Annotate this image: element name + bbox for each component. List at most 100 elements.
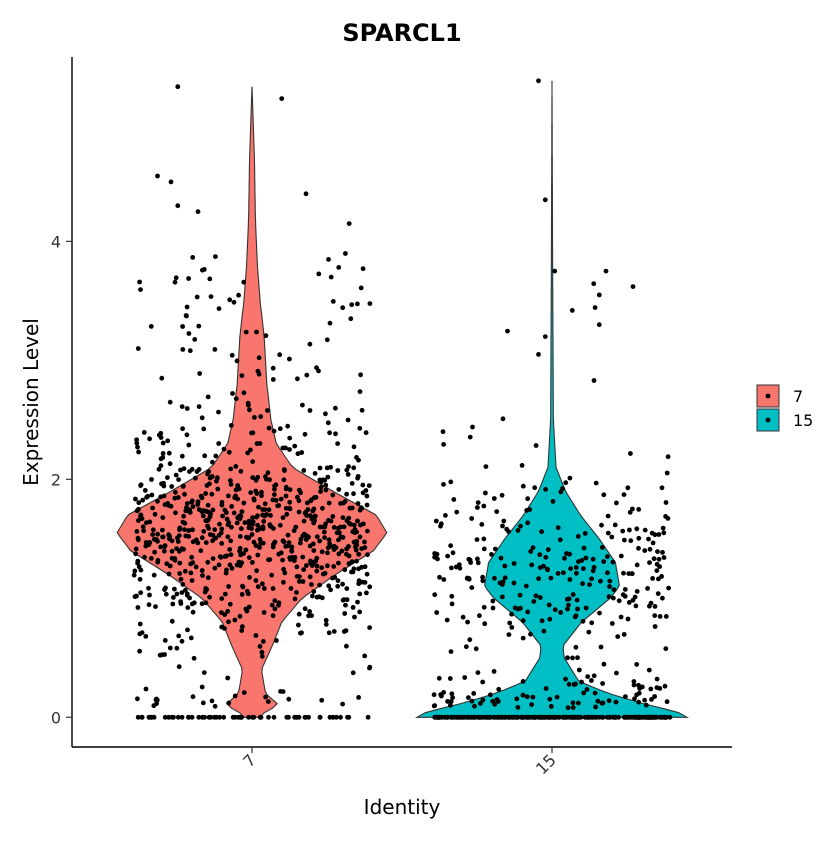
points-layer <box>131 78 673 720</box>
cell-point-15 <box>661 555 667 560</box>
cell-point-7 <box>314 534 320 540</box>
cell-point-7 <box>220 513 226 519</box>
cell-point-7 <box>142 554 147 560</box>
cell-point-15 <box>575 655 580 661</box>
cell-point-15 <box>552 607 558 613</box>
cell-point-15 <box>530 545 536 551</box>
cell-point-15 <box>656 532 662 537</box>
cell-point-7 <box>187 510 193 515</box>
cell-point-7 <box>256 371 262 377</box>
cell-point-7 <box>199 601 205 607</box>
cell-point-7 <box>189 578 195 583</box>
cell-point-7 <box>181 466 187 471</box>
cell-point-15 <box>607 714 613 720</box>
cell-point-15 <box>494 509 500 514</box>
cell-point-7 <box>190 527 195 533</box>
cell-point-7 <box>208 294 214 299</box>
cell-point-15 <box>436 675 442 681</box>
cell-point-7 <box>162 638 168 643</box>
cell-point-15 <box>605 530 611 536</box>
cell-point-7 <box>362 564 368 570</box>
cell-point-7 <box>167 645 173 651</box>
cell-point-7 <box>357 591 363 597</box>
cell-point-7 <box>324 465 330 471</box>
cell-point-7 <box>199 415 205 421</box>
cell-point-7 <box>277 426 283 432</box>
cell-point-7 <box>355 301 360 307</box>
cell-point-7 <box>314 365 319 371</box>
cell-point-7 <box>254 329 259 335</box>
cell-point-15 <box>558 610 563 615</box>
cell-point-7 <box>231 299 237 305</box>
cell-point-7 <box>226 619 231 625</box>
cell-point-15 <box>475 505 480 510</box>
cell-point-7 <box>160 440 166 446</box>
cell-point-7 <box>216 409 221 415</box>
cell-point-15 <box>467 637 473 643</box>
cell-point-7 <box>250 560 255 565</box>
cell-point-7 <box>249 532 255 537</box>
cell-point-7 <box>301 518 307 524</box>
cell-point-15 <box>543 487 548 492</box>
cell-point-15 <box>585 714 591 720</box>
cell-point-15 <box>581 545 587 551</box>
cell-point-7 <box>172 495 178 501</box>
cell-point-7 <box>304 533 310 539</box>
cell-point-7 <box>312 471 318 476</box>
cell-point-7 <box>183 313 189 318</box>
cell-point-7 <box>184 432 190 438</box>
cell-point-7 <box>255 522 261 528</box>
cell-point-15 <box>623 694 628 699</box>
cell-point-15 <box>636 507 642 512</box>
cell-point-7 <box>336 551 342 557</box>
cell-point-15 <box>457 714 463 720</box>
cell-point-15 <box>656 576 661 582</box>
cell-point-15 <box>441 442 446 447</box>
cell-point-7 <box>355 599 360 605</box>
cell-point-7 <box>248 447 253 453</box>
cell-point-15 <box>657 614 663 619</box>
cell-point-7 <box>191 655 197 661</box>
cell-point-7 <box>134 437 140 443</box>
cell-point-15 <box>501 518 507 524</box>
cell-point-7 <box>349 505 355 511</box>
cell-point-7 <box>314 555 320 561</box>
cell-point-7 <box>270 613 276 619</box>
cell-point-15 <box>607 578 613 584</box>
cell-point-15 <box>565 606 570 612</box>
cell-point-7 <box>181 513 187 519</box>
cell-point-15 <box>481 604 487 610</box>
cell-point-15 <box>554 694 560 700</box>
cell-point-7 <box>185 605 191 610</box>
cell-point-7 <box>209 491 215 497</box>
cell-point-7 <box>194 537 199 543</box>
cell-point-15 <box>647 603 652 609</box>
cell-point-7 <box>359 407 365 413</box>
legend: 715 <box>756 384 813 432</box>
cell-point-15 <box>536 576 541 582</box>
cell-point-15 <box>530 714 535 720</box>
cell-point-7 <box>226 584 232 589</box>
cell-point-15 <box>662 683 668 689</box>
cell-point-15 <box>554 714 560 720</box>
cell-point-15 <box>502 575 508 581</box>
cell-point-7 <box>364 571 370 577</box>
cell-point-7 <box>355 501 361 506</box>
cell-point-7 <box>171 595 176 600</box>
cell-point-7 <box>154 537 160 543</box>
cell-point-7 <box>261 610 267 615</box>
cell-point-7 <box>180 426 186 432</box>
cell-point-15 <box>580 581 585 587</box>
cell-point-15 <box>627 527 632 533</box>
cell-point-7 <box>342 611 348 616</box>
cell-point-15 <box>605 554 610 559</box>
cell-point-15 <box>656 556 662 562</box>
cell-point-15 <box>480 697 486 703</box>
cell-point-7 <box>227 601 233 607</box>
cell-point-7 <box>217 554 223 559</box>
cell-point-7 <box>169 555 175 561</box>
cell-point-7 <box>237 613 243 619</box>
cell-point-7 <box>228 466 234 472</box>
cell-point-7 <box>186 442 192 448</box>
cell-point-7 <box>226 493 231 499</box>
